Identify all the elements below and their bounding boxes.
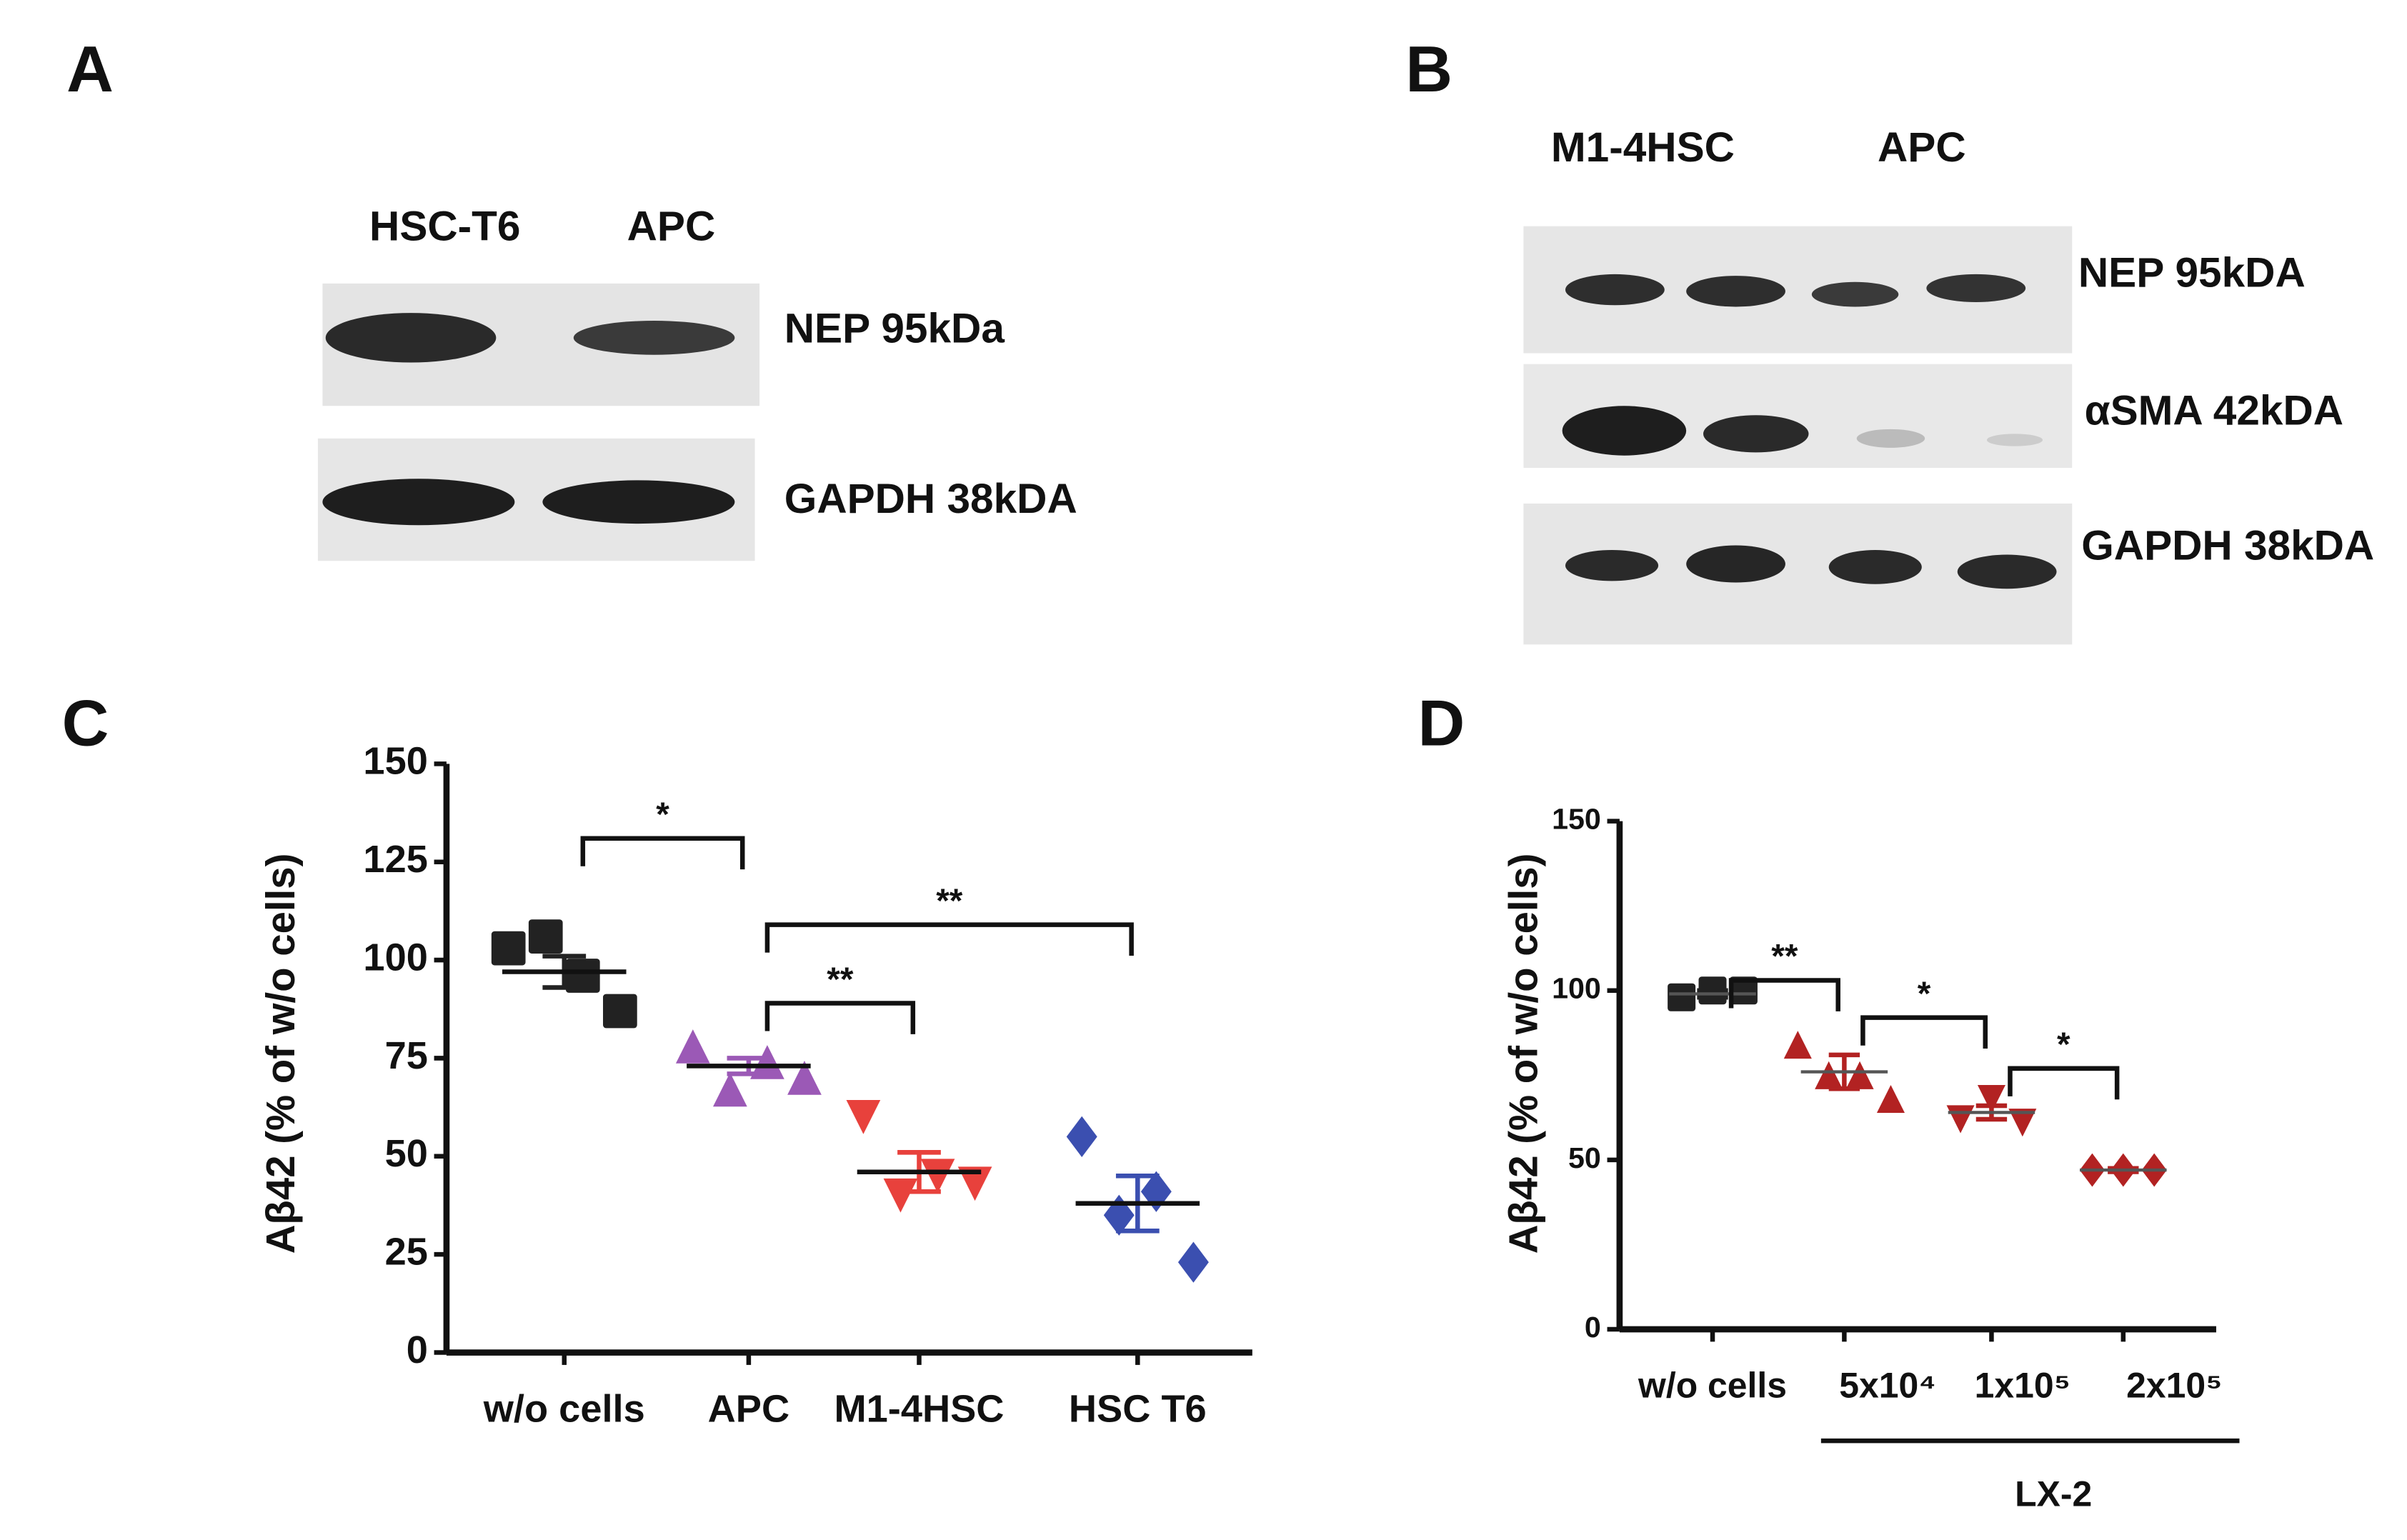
blot-band bbox=[573, 320, 735, 355]
blot-band bbox=[1703, 415, 1809, 453]
group-label: LX-2 bbox=[2015, 1474, 2092, 1514]
significance-label: ** bbox=[936, 882, 963, 920]
x-tick-label: APC bbox=[708, 1387, 789, 1430]
y-tick-label: 50 bbox=[1568, 1141, 1601, 1174]
significance-label: * bbox=[656, 796, 669, 834]
significance-label: * bbox=[1918, 975, 1931, 1013]
data-point bbox=[920, 1159, 955, 1194]
significance-bracket bbox=[1728, 978, 1840, 1011]
panel-label: D bbox=[1418, 687, 1465, 759]
band-label: GAPDH 38kDA bbox=[2081, 522, 2374, 569]
band-label: GAPDH 38kDA bbox=[784, 476, 1077, 522]
blot-band bbox=[1926, 274, 2026, 302]
data-point bbox=[883, 1178, 918, 1213]
data-point bbox=[1876, 1084, 1905, 1114]
significance-bracket bbox=[1860, 1015, 1988, 1049]
blot-band bbox=[1986, 434, 2043, 446]
y-axis-label: Aβ42 (% of w/o cells) bbox=[1501, 854, 1546, 1254]
data-point bbox=[1977, 1084, 2005, 1114]
significance-label: * bbox=[2057, 1026, 2070, 1064]
data-point bbox=[565, 959, 600, 993]
y-tick-label: 100 bbox=[1552, 972, 1601, 1005]
x-tick-label: 1x10⁵ bbox=[1975, 1366, 2070, 1406]
y-axis-label: Aβ42 (% of w/o cells) bbox=[258, 854, 303, 1254]
significance-bracket bbox=[764, 1001, 916, 1034]
significance-bracket bbox=[764, 922, 1134, 956]
panel-label: C bbox=[62, 687, 109, 759]
x-tick-label: 5x10⁴ bbox=[1839, 1366, 1936, 1406]
y-tick-label: 150 bbox=[363, 740, 427, 783]
x-tick-label: w/o cells bbox=[1638, 1366, 1787, 1406]
x-tick-label: w/o cells bbox=[483, 1387, 645, 1430]
blot-band bbox=[325, 313, 497, 363]
blot-band bbox=[1686, 545, 1785, 583]
data-point bbox=[787, 1061, 822, 1095]
y-tick-label: 100 bbox=[363, 936, 427, 979]
data-point bbox=[750, 1045, 784, 1079]
blot-band bbox=[1828, 550, 1922, 584]
band-label: NEP 95kDa bbox=[784, 306, 1005, 352]
y-tick-label: 0 bbox=[407, 1329, 428, 1371]
blot-band bbox=[1565, 550, 1659, 581]
y-tick-label: 150 bbox=[1552, 802, 1601, 835]
data-point bbox=[2008, 1109, 2037, 1137]
blot-band bbox=[1957, 554, 2057, 589]
data-point bbox=[1066, 1116, 1097, 1157]
panel-label: A bbox=[66, 34, 114, 106]
significance-bracket bbox=[580, 836, 745, 870]
y-tick-label: 125 bbox=[363, 838, 427, 881]
data-point bbox=[1668, 983, 1696, 1011]
significance-label: ** bbox=[827, 961, 854, 999]
y-tick-label: 25 bbox=[385, 1231, 428, 1274]
blot-band bbox=[322, 479, 515, 526]
lane-label: HSC-T6 bbox=[369, 203, 520, 249]
blot-band bbox=[542, 480, 735, 524]
lane-label: APC bbox=[627, 203, 716, 249]
data-point bbox=[1845, 1061, 1874, 1089]
data-point bbox=[528, 919, 563, 954]
data-point bbox=[713, 1072, 747, 1107]
data-point bbox=[957, 1166, 992, 1201]
blot-band bbox=[1856, 429, 1925, 448]
lane-label: APC bbox=[1878, 124, 1966, 171]
data-point bbox=[1783, 1031, 1812, 1059]
band-label: αSMA 42kDA bbox=[2085, 388, 2343, 434]
x-tick-label: M1-4HSC bbox=[834, 1387, 1004, 1430]
y-tick-label: 75 bbox=[385, 1034, 428, 1077]
data-point bbox=[603, 994, 637, 1029]
data-point bbox=[1946, 1105, 1975, 1134]
blot-band bbox=[1562, 406, 1687, 456]
data-point bbox=[846, 1100, 881, 1134]
y-tick-label: 0 bbox=[1585, 1311, 1601, 1344]
y-tick-label: 50 bbox=[385, 1132, 428, 1175]
blot-band bbox=[1686, 276, 1785, 307]
data-point bbox=[1729, 976, 1758, 1005]
data-point bbox=[1177, 1241, 1209, 1283]
blot-band bbox=[1811, 281, 1899, 307]
significance-label: ** bbox=[1771, 938, 1798, 976]
x-tick-label: 2x10⁵ bbox=[2126, 1366, 2222, 1406]
panel-label: B bbox=[1405, 34, 1452, 106]
data-point bbox=[675, 1029, 710, 1064]
blot-band bbox=[1565, 274, 1665, 306]
lane-label: M1-4HSC bbox=[1551, 124, 1735, 171]
band-label: NEP 95kDA bbox=[2078, 250, 2306, 296]
significance-bracket bbox=[2008, 1066, 2120, 1100]
data-point bbox=[1815, 1061, 1843, 1089]
x-tick-label: HSC T6 bbox=[1069, 1387, 1207, 1430]
data-point bbox=[491, 931, 526, 966]
